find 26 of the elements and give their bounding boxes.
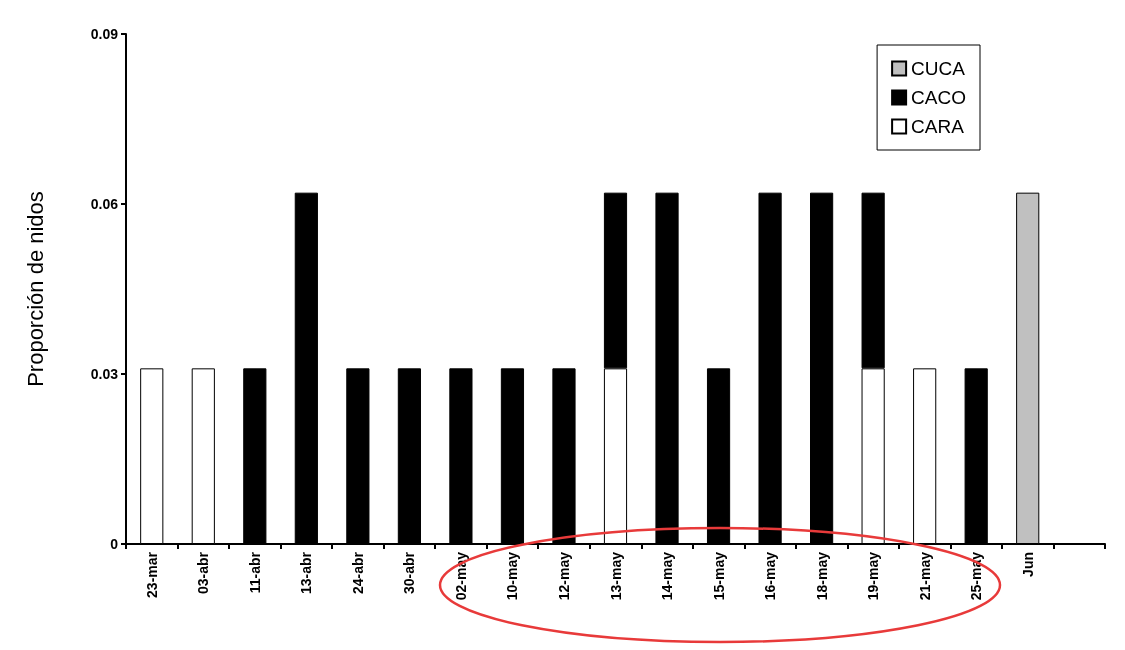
x-tick-label: 13-abr <box>298 551 315 595</box>
y-tick-label: 0.03 <box>90 366 119 382</box>
x-tick-label: 30-abr <box>401 551 418 595</box>
x-tick-label: Jun <box>1019 552 1036 577</box>
x-tick-label: 12-may <box>555 551 572 601</box>
x-tick-label: 25-may <box>968 551 985 601</box>
x-tick-label: 16-may <box>762 551 779 601</box>
x-tick-label: 24-abr <box>349 551 366 595</box>
y-axis-title: Proporción de nidos <box>22 191 48 387</box>
legend-label: CACO <box>911 87 967 108</box>
y-tick-label: 0.09 <box>90 26 119 42</box>
legend-label: CARA <box>911 116 965 137</box>
y-tick-label: 0 <box>110 536 119 552</box>
x-tick-label: 19-may <box>865 551 882 601</box>
x-tick-label: 13-may <box>607 551 624 601</box>
x-tick-label: 23-mar <box>143 551 160 598</box>
x-tick-label: 21-may <box>916 551 933 601</box>
x-tick-label: 03-abr <box>195 551 212 595</box>
x-tick-label: 11-abr <box>246 551 263 594</box>
y-tick-label: 0.06 <box>90 196 119 212</box>
x-tick-label: 02-may <box>452 551 469 601</box>
x-tick-label: 15-may <box>710 551 727 601</box>
x-tick-label: 10-may <box>504 551 521 601</box>
legend-label: CUCA <box>911 58 966 79</box>
x-tick-label: 14-may <box>659 551 676 601</box>
x-tick-label: 18-may <box>813 551 830 601</box>
